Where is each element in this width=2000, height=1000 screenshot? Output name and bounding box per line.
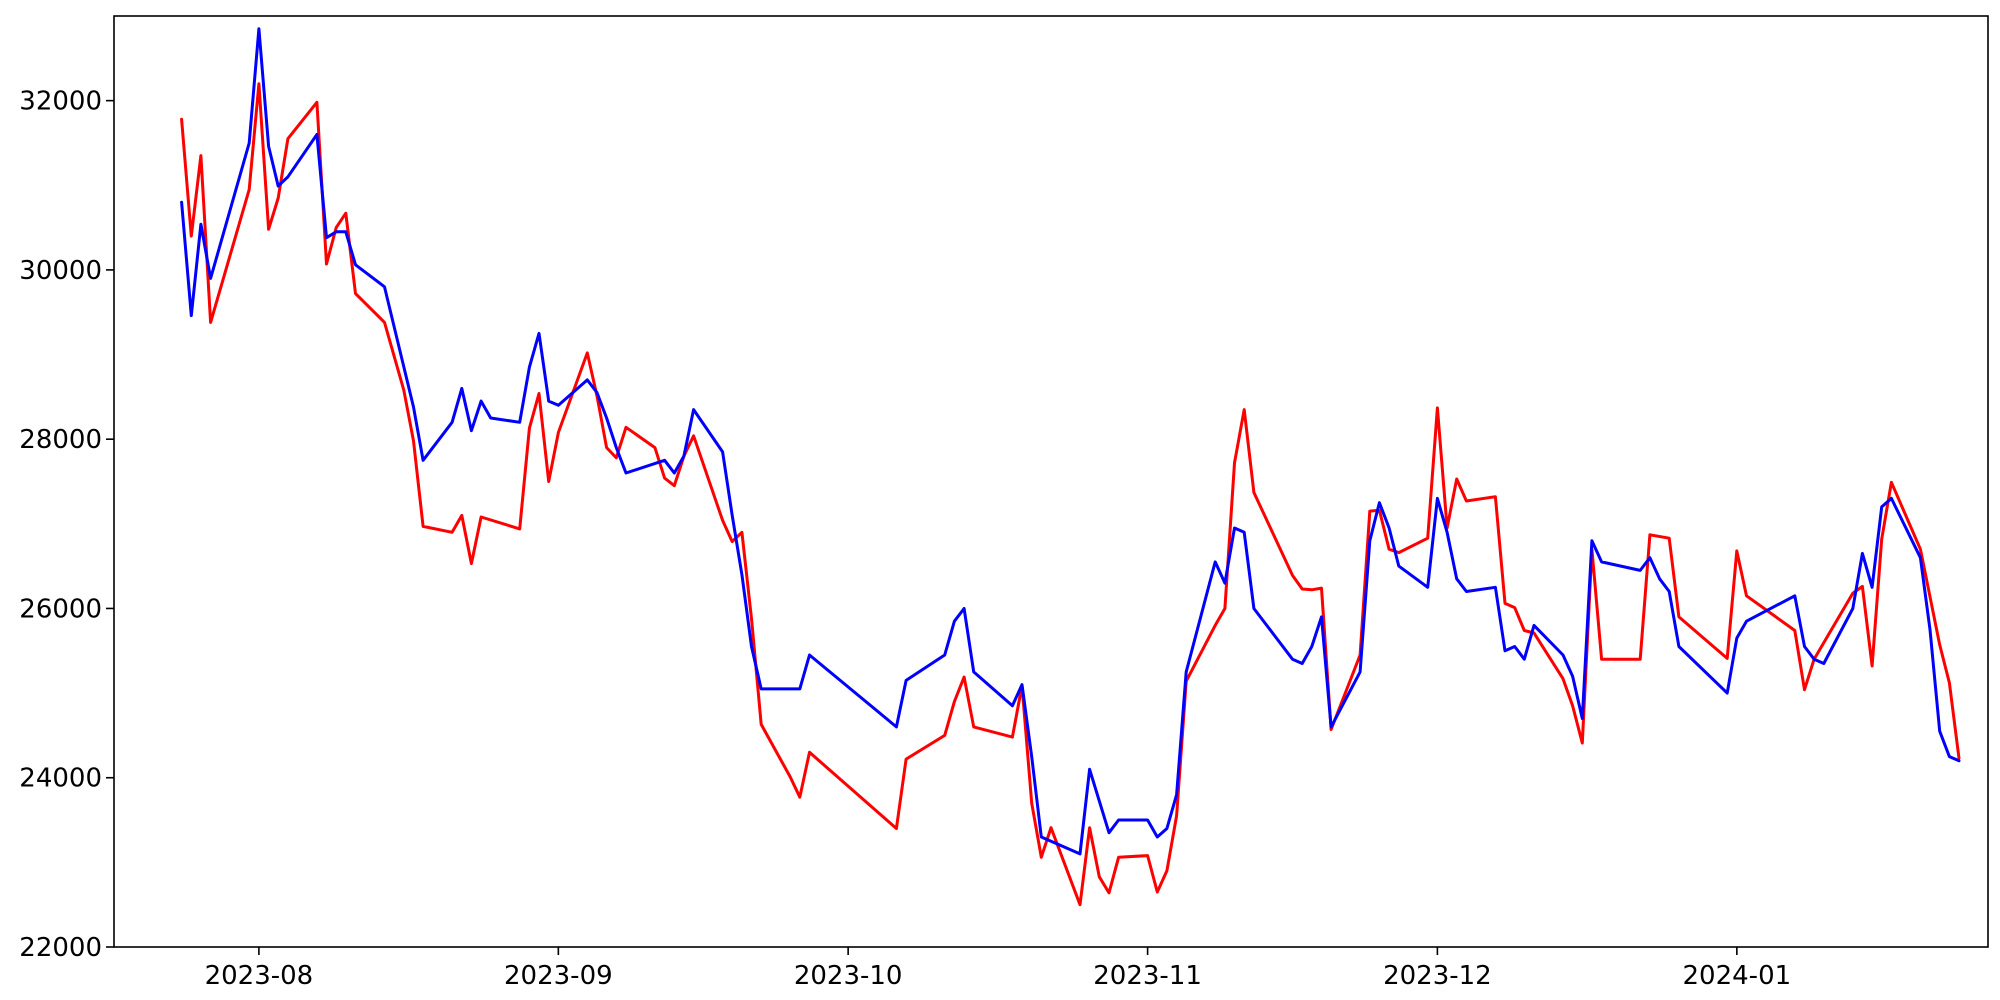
x-tick-label: 2024-01 [1683,961,1792,991]
axes-frame [113,15,1989,948]
x-tick-label: 2023-10 [794,961,903,991]
x-tick-label: 2023-09 [504,961,613,991]
y-tick-label: 26000 [19,594,102,624]
y-tick-label: 24000 [19,764,102,794]
x-tick-label: 2023-11 [1093,961,1202,991]
y-tick-label: 22000 [19,933,102,963]
series-line-1 [180,82,1961,907]
y-tick-label: 30000 [19,256,102,286]
y-tick-label: 32000 [19,87,102,117]
x-axis-ticks: 2023-08 2023-09 2023-10 2023-11 2023-12 2024-… [205,947,1792,991]
x-tick-label: 2023-08 [205,961,314,991]
x-tick-label: 2023-12 [1383,961,1492,991]
y-tick-label: 28000 [19,425,102,455]
y-axis-ticks: 22000 24000 26000 28000 30000 32000 [19,87,114,963]
series-layer [180,27,1961,907]
series-line-2 [180,27,1961,856]
